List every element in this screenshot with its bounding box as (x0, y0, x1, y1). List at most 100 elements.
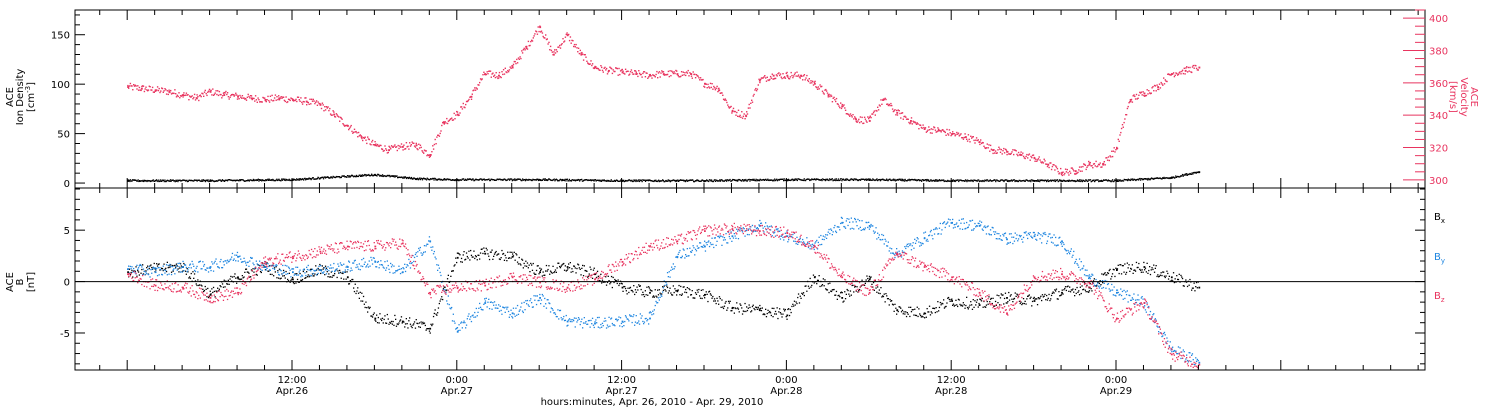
b-bx-point (631, 289, 633, 292)
velocity-point (816, 86, 818, 89)
b-bx-point (797, 296, 799, 299)
ion-density-point (879, 178, 881, 181)
ion-density-point (697, 179, 699, 182)
b-by-point (291, 268, 293, 270)
b-bx-point (470, 249, 472, 252)
velocity-point (905, 116, 907, 118)
ion-density-point (511, 178, 513, 180)
velocity-point (473, 89, 475, 91)
b-bx-point (636, 286, 638, 288)
ion-density-point (1013, 179, 1015, 181)
ion-density-point (739, 179, 741, 181)
ion-density-point (323, 176, 325, 178)
velocity-point (367, 138, 370, 140)
b-by-point (689, 247, 691, 249)
ion-density-point (302, 178, 304, 180)
b-bx-point (1157, 274, 1159, 276)
ion-density-point (1131, 179, 1133, 181)
velocity-point (757, 84, 759, 86)
velocity-data-point (758, 79, 761, 82)
b-bx-point (885, 293, 887, 295)
b-bx-point (690, 294, 693, 296)
b-bx-point (903, 311, 905, 313)
b-by-point (640, 317, 642, 319)
ion-density-point (634, 180, 636, 182)
velocity-point (462, 102, 464, 105)
b-by-point (343, 263, 345, 265)
b-bx-point (1060, 294, 1062, 297)
b-by-point (467, 315, 469, 317)
ion-density-point (358, 174, 360, 176)
b-bx-point (280, 277, 282, 279)
ion-density-point (493, 179, 496, 181)
b-by-point (318, 265, 320, 267)
ion-density-point (252, 178, 255, 181)
b-bx-point (869, 277, 871, 279)
velocity-point (1146, 89, 1148, 91)
ion-density-point (309, 177, 312, 180)
velocity-point (1161, 83, 1163, 85)
ion-density-point (744, 179, 746, 182)
velocity-point (131, 85, 133, 87)
b-bx-point (290, 279, 292, 281)
b-bx-point (715, 302, 717, 305)
b-bx-point (142, 273, 145, 275)
b-bx-point (357, 292, 360, 294)
ion-density-point (658, 179, 660, 181)
ion-density-point (1158, 177, 1160, 179)
ion-density-point (521, 179, 523, 182)
velocity-data-point (470, 95, 473, 98)
velocity-point (894, 109, 896, 111)
b-bx-point (373, 312, 375, 314)
ion-density-point (705, 180, 707, 182)
ion-density-data-point (456, 179, 459, 181)
ion-density-point (1106, 179, 1108, 182)
b-by-point (545, 303, 547, 305)
ion-density-point (1018, 179, 1020, 182)
ion-density-point (161, 180, 163, 182)
b-bx-point (619, 283, 621, 285)
b-bx-point (893, 310, 895, 312)
b-bx-point (844, 298, 847, 300)
b-by-point (624, 320, 626, 323)
b-bx-point (629, 287, 631, 289)
velocity-point (942, 129, 944, 131)
b-bx-point (602, 281, 604, 283)
b-bx-point (839, 296, 841, 298)
velocity-data-point (1019, 154, 1022, 156)
ion-density-point (1149, 179, 1151, 181)
b-bx-point (935, 307, 937, 309)
velocity-point (687, 69, 689, 72)
velocity-point (902, 118, 904, 120)
velocity-point (913, 121, 915, 124)
velocity-point (756, 88, 759, 90)
ion-density-point (221, 179, 224, 181)
velocity-data-point (1047, 163, 1050, 166)
ion-density-point (678, 180, 680, 182)
ion-density-point (548, 178, 550, 180)
b-bx-point (398, 322, 400, 324)
b-bx-point (453, 265, 455, 267)
ion-density-point (993, 179, 996, 181)
b-by-point (305, 274, 307, 277)
b-by-point (662, 291, 664, 293)
b-bx-point (353, 287, 355, 289)
b-bx-point (233, 275, 235, 278)
b-by-point (608, 316, 610, 318)
b-bx-point (165, 270, 168, 273)
b-bx-point (148, 268, 150, 270)
velocity-point (896, 109, 898, 112)
velocity-point (933, 126, 935, 128)
velocity-point (738, 115, 740, 118)
b-bx-point (1092, 280, 1095, 282)
velocity-data-point (621, 71, 624, 74)
b-bx-point (1095, 285, 1097, 287)
velocity-point (590, 60, 592, 62)
ion-density-point (750, 179, 752, 181)
velocity-point (225, 90, 227, 93)
ion-density-point (935, 180, 937, 182)
b-bx-point (764, 313, 766, 316)
b-bx-point (174, 264, 176, 267)
ion-density-point (886, 179, 888, 181)
b-bx-point (295, 282, 297, 284)
